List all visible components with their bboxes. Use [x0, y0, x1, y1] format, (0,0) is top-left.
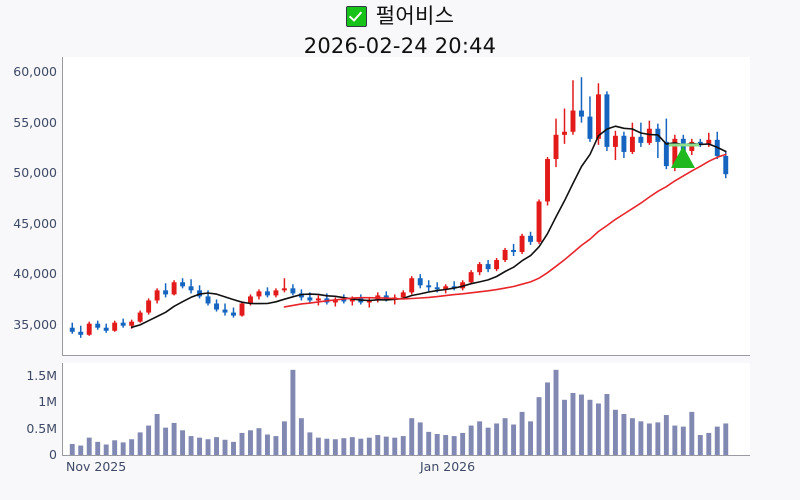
volume-bars-svg: [69, 369, 729, 455]
volume-y-tick: 1M: [38, 394, 57, 410]
volume-y-axis-line: [62, 363, 63, 455]
x-tick: Nov 2025: [66, 459, 127, 474]
title-row: 펄어비스: [0, 2, 800, 30]
page-title: 펄어비스: [375, 3, 455, 28]
volume-x-axis-line: [62, 455, 750, 456]
price-y-tick: 35,000: [13, 316, 57, 332]
volume-y-tick: 0.5M: [26, 420, 57, 436]
price-y-tick: 60,000: [13, 64, 57, 80]
price-y-tick: 45,000: [13, 215, 57, 231]
volume-y-tick-labels: 1.5M 1M 0.5M 0: [0, 0, 57, 500]
price-y-tick: 55,000: [13, 114, 57, 130]
price-candlestick-svg: [69, 77, 729, 338]
volume-y-tick: 1.5M: [26, 368, 57, 384]
price-y-tick: 40,000: [13, 266, 57, 282]
volume-plot-area[interactable]: [63, 363, 750, 455]
price-y-axis-line: [62, 57, 63, 355]
x-tick: Jan 2026: [420, 459, 476, 474]
volume-y-tick: 0: [49, 447, 57, 462]
green-check-icon[interactable]: [345, 5, 367, 27]
price-y-tick: 50,000: [13, 165, 57, 181]
chart-header: 펄어비스 2026-02-24 20:44: [0, 0, 800, 58]
price-y-tick-labels: 60,000 55,000 50,000 45,000 40,000 35,000: [0, 0, 57, 500]
price-x-axis-line: [62, 355, 750, 356]
timestamp-label: 2026-02-24 20:44: [303, 34, 497, 58]
